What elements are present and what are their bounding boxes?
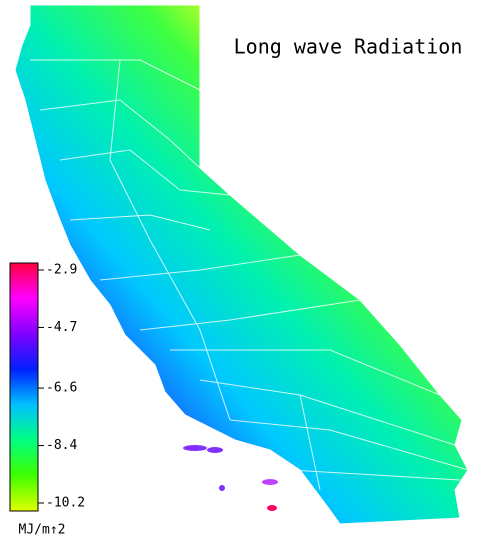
colorbar-tick-label: -10.2 xyxy=(46,496,85,511)
unit-label: MJ/m↑2 xyxy=(19,523,66,538)
county-lines xyxy=(30,59,469,491)
colorbar-tick-label: -2.9 xyxy=(46,263,77,278)
islands xyxy=(183,445,278,511)
california xyxy=(14,4,469,525)
map-title: Long wave Radiation xyxy=(234,35,463,59)
colorbar-tick-label: -8.4 xyxy=(46,438,77,453)
colorbar-tick-label: -4.7 xyxy=(46,320,77,335)
colorbar xyxy=(9,262,39,512)
colorbar-tick-label: -6.6 xyxy=(46,381,77,396)
